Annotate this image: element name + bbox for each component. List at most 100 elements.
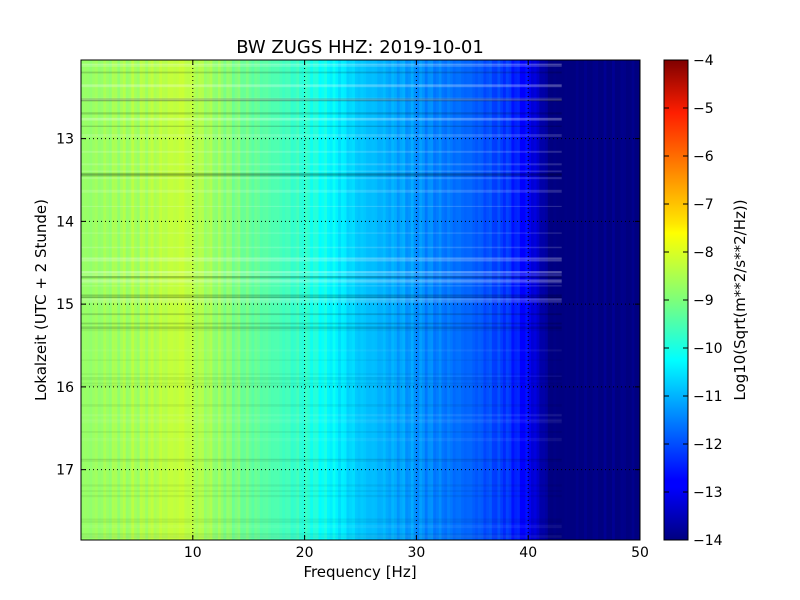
heatmap-cell: [352, 60, 356, 540]
heatmap-cell: [134, 60, 138, 540]
heatmap-stripe: [81, 98, 562, 102]
heatmap-stripe: [81, 299, 562, 303]
heatmap-stripe: [81, 172, 562, 176]
heatmap-cell: [234, 60, 238, 540]
heatmap-cell: [374, 60, 378, 540]
heatmap-stripe: [81, 173, 562, 177]
heatmap-cell: [536, 60, 540, 540]
heatmap-stripe: [81, 418, 562, 422]
spectrogram-columns: [81, 60, 640, 540]
heatmap-cell: [117, 60, 121, 540]
heatmap-stripe: [81, 163, 562, 166]
heatmap-cell: [248, 60, 252, 540]
heatmap-cell: [159, 60, 163, 540]
heatmap-stripe: [81, 170, 562, 173]
heatmap-cell: [92, 60, 96, 540]
heatmap-cell: [187, 60, 191, 540]
heatmap-cell: [382, 60, 387, 540]
heatmap-cell: [455, 60, 459, 540]
x-tick-label: 20: [296, 545, 314, 561]
heatmap-cell: [371, 60, 375, 540]
heatmap-cell: [100, 60, 104, 540]
heatmap-cell: [463, 60, 468, 540]
heatmap-cell: [592, 60, 596, 540]
heatmap-cell: [525, 60, 529, 540]
heatmap-stripe: [81, 271, 562, 273]
heatmap-cell: [609, 60, 613, 540]
heatmap-cell: [477, 60, 482, 540]
heatmap-cell: [223, 60, 227, 540]
heatmap-stripe: [81, 382, 562, 385]
heatmap-cell: [349, 60, 353, 540]
heatmap-cell: [500, 60, 504, 540]
heatmap-cell: [304, 60, 308, 540]
heatmap-cell: [245, 60, 250, 540]
heatmap-cell: [637, 60, 640, 540]
heatmap-cell: [584, 60, 588, 540]
heatmap-cell: [338, 60, 342, 540]
heatmap-cell: [203, 60, 208, 540]
heatmap-cell: [142, 60, 146, 540]
heatmap-cell: [424, 60, 428, 540]
heatmap-cell: [167, 60, 171, 540]
heatmap-cell: [494, 60, 498, 540]
heatmap-cell: [486, 60, 490, 540]
heatmap-cell: [329, 60, 333, 540]
heatmap-cell: [114, 60, 118, 540]
heatmap-cell: [271, 60, 275, 540]
heatmap-stripe: [81, 295, 562, 298]
heatmap-cell: [600, 60, 605, 540]
heatmap-cell: [623, 60, 627, 540]
heatmap-stripe: [81, 535, 562, 538]
heatmap-cell: [620, 60, 624, 540]
heatmap-cell: [173, 60, 177, 540]
heatmap-cell: [547, 60, 551, 540]
heatmap-stripe: [81, 285, 562, 287]
y-tick-label: 14: [56, 214, 74, 230]
heatmap-cell: [81, 60, 85, 540]
heatmap-cell: [413, 60, 417, 540]
heatmap-cell: [170, 60, 174, 540]
heatmap-cell: [416, 60, 420, 540]
heatmap-stripe: [81, 494, 562, 498]
heatmap-cell: [296, 60, 300, 540]
heatmap-cell: [354, 60, 359, 540]
heatmap-cell: [262, 60, 266, 540]
heatmap-cell: [561, 60, 565, 540]
heatmap-cell: [444, 60, 448, 540]
heatmap-cell: [315, 60, 319, 540]
heatmap-cell: [103, 60, 107, 540]
heatmap-cell: [273, 60, 278, 540]
heatmap-stripe: [81, 279, 562, 283]
colorbar-tick-label: −9: [693, 293, 714, 309]
heatmap-cell: [125, 60, 129, 540]
heatmap-stripe: [81, 298, 562, 301]
heatmap-cell: [318, 60, 322, 540]
heatmap-cell: [128, 60, 132, 540]
heatmap-stripe: [81, 520, 562, 523]
heatmap-stripe: [81, 84, 562, 87]
colorbar-tick-label: −14: [693, 533, 723, 549]
heatmap-stripe: [81, 259, 562, 262]
heatmap-stripe: [81, 431, 562, 433]
heatmap-cell: [508, 60, 512, 540]
heatmap-cell: [491, 60, 496, 540]
heatmap-cell: [598, 60, 602, 540]
colorbar-tick-label: −12: [693, 437, 723, 453]
heatmap-stripe: [81, 458, 562, 462]
heatmap-cell: [293, 60, 297, 540]
heatmap-cell: [430, 60, 434, 540]
heatmap-cell: [343, 60, 347, 540]
y-tick-label: 17: [56, 463, 74, 479]
heatmap-cell: [614, 60, 619, 540]
heatmap-cell: [438, 60, 442, 540]
heatmap-cell: [388, 60, 392, 540]
heatmap-cell: [466, 60, 470, 540]
x-tick-label: 30: [407, 545, 425, 561]
heatmap-cell: [606, 60, 610, 540]
heatmap-cell: [164, 60, 169, 540]
heatmap-cell: [472, 60, 476, 540]
heatmap-cell: [595, 60, 599, 540]
heatmap-cell: [612, 60, 616, 540]
heatmap-cell: [299, 60, 303, 540]
